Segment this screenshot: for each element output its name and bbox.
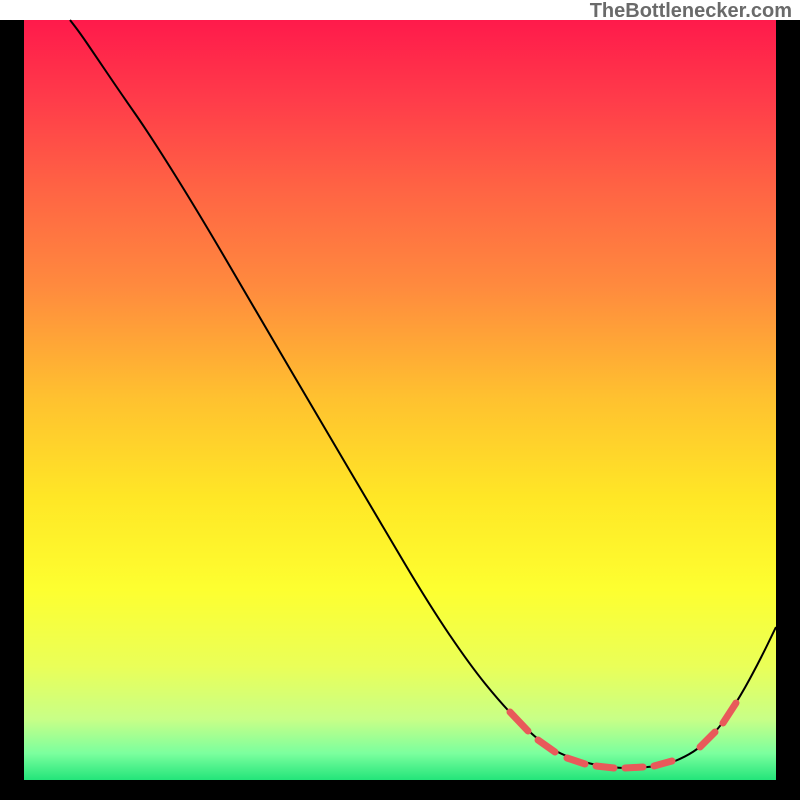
axis-bar-right	[776, 20, 800, 780]
axis-bar-bottom	[0, 780, 800, 800]
watermark-text: TheBottlenecker.com	[590, 0, 792, 23]
gradient-background	[24, 20, 776, 780]
bottleneck-chart: TheBottlenecker.com	[0, 0, 800, 800]
axis-bar-left	[0, 20, 24, 780]
